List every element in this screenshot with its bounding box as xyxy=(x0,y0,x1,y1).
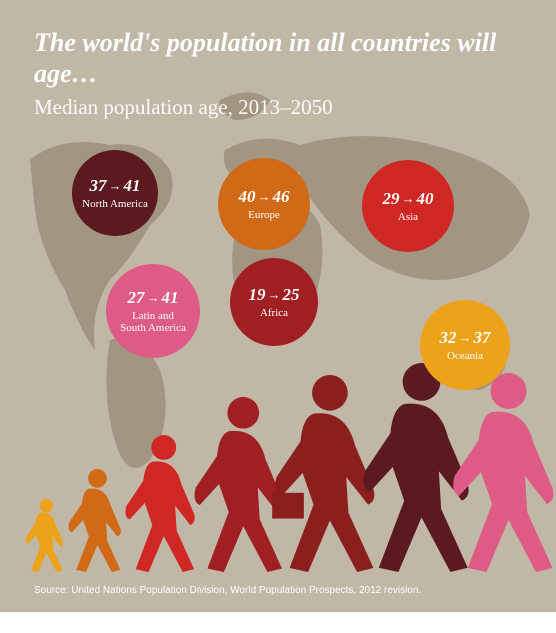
region-bubble: 19→25 Africa xyxy=(230,258,318,346)
person-silhouette xyxy=(195,397,283,572)
age-to: 40 xyxy=(417,189,434,208)
age-range: 32→37 xyxy=(440,328,491,348)
header: The world's population in all countries … xyxy=(34,28,522,120)
age-from: 37 xyxy=(90,176,107,195)
arrow-icon: → xyxy=(256,189,273,204)
region-label: Oceania xyxy=(447,350,483,362)
person-silhouette xyxy=(363,363,468,572)
age-to: 41 xyxy=(162,288,179,307)
age-range: 40→46 xyxy=(239,187,290,207)
person-silhouette xyxy=(69,469,121,572)
source-text: Source: United Nations Population Divisi… xyxy=(34,585,421,596)
age-to: 46 xyxy=(273,187,290,206)
age-range: 27→41 xyxy=(128,288,179,308)
arrow-icon: → xyxy=(457,330,474,345)
region-bubble: 40→46 Europe xyxy=(218,158,310,250)
region-label: North America xyxy=(82,198,148,210)
arrow-icon: → xyxy=(400,191,417,206)
age-from: 40 xyxy=(239,187,256,206)
arrow-icon: → xyxy=(266,287,283,302)
region-bubble: 27→41Latin andSouth America xyxy=(106,264,200,358)
person-silhouette xyxy=(272,375,374,572)
age-from: 27 xyxy=(128,288,145,307)
age-to: 41 xyxy=(124,176,141,195)
age-to: 25 xyxy=(283,285,300,304)
age-range: 29→40 xyxy=(383,189,434,209)
region-label: Africa xyxy=(260,307,288,319)
person-silhouette xyxy=(453,373,556,572)
age-from: 29 xyxy=(383,189,400,208)
age-range: 37→41 xyxy=(90,176,141,196)
region-label: Asia xyxy=(398,211,418,223)
person-silhouette xyxy=(26,499,63,572)
infographic-canvas: The world's population in all countries … xyxy=(0,0,556,612)
person-silhouette xyxy=(126,435,195,572)
age-range: 19→25 xyxy=(249,285,300,305)
region-label: Latin andSouth America xyxy=(120,310,186,334)
page-subtitle: Median population age, 2013–2050 xyxy=(34,95,522,120)
age-to: 37 xyxy=(474,328,491,347)
region-bubble: 29→40 Asia xyxy=(362,160,454,252)
region-label: Europe xyxy=(248,209,280,221)
arrow-icon: → xyxy=(107,178,124,193)
region-bubble: 32→37 Oceania xyxy=(420,300,510,390)
page-title: The world's population in all countries … xyxy=(34,28,522,89)
age-from: 19 xyxy=(249,285,266,304)
arrow-icon: → xyxy=(145,290,162,305)
region-bubble: 37→41 North America xyxy=(72,150,158,236)
age-from: 32 xyxy=(440,328,457,347)
